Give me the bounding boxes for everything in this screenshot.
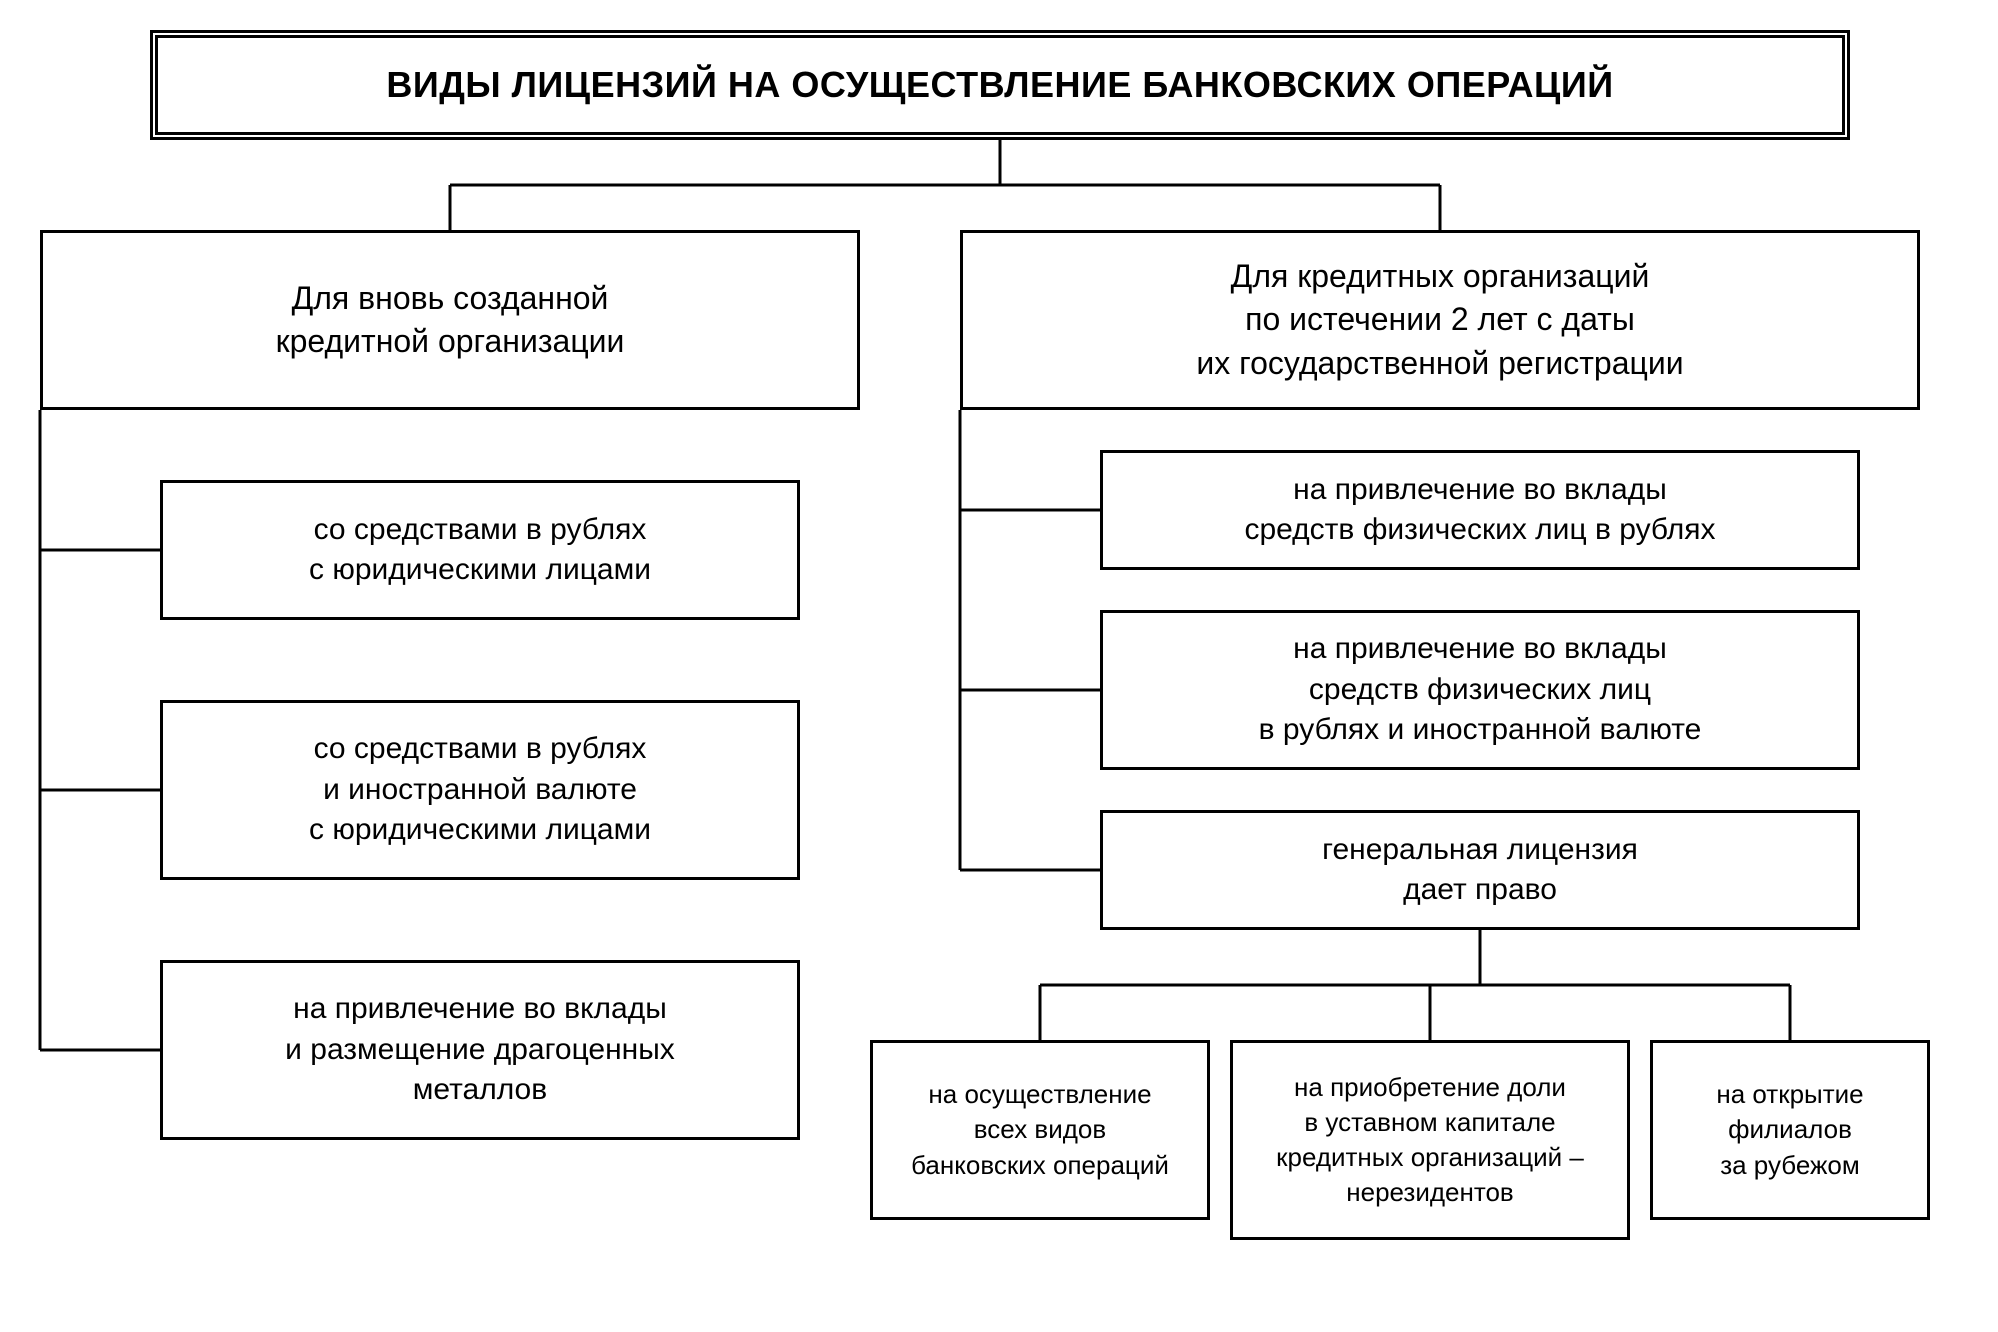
left-item-2: со средствами в рубляхи иностранной валю… — [160, 700, 800, 880]
general-child-2: на приобретение долив уставном капиталек… — [1230, 1040, 1630, 1240]
general-child-1: на осуществлениевсех видовбанковских опе… — [870, 1040, 1210, 1220]
diagram-title: ВИДЫ ЛИЦЕНЗИЙ НА ОСУЩЕСТВЛЕНИЕ БАНКОВСКИ… — [150, 30, 1850, 140]
right-item-1: на привлечение во вкладысредств физическ… — [1100, 450, 1860, 570]
right-category-header: Для кредитных организацийпо истечении 2 … — [960, 230, 1920, 410]
right-item-3-general: генеральная лицензиядает право — [1100, 810, 1860, 930]
right-item-2: на привлечение во вкладысредств физическ… — [1100, 610, 1860, 770]
general-child-3: на открытиефилиаловза рубежом — [1650, 1040, 1930, 1220]
left-item-1: со средствами в рубляхс юридическими лиц… — [160, 480, 800, 620]
left-category-header: Для вновь созданнойкредитной организации — [40, 230, 860, 410]
left-item-3: на привлечение во вкладыи размещение дра… — [160, 960, 800, 1140]
